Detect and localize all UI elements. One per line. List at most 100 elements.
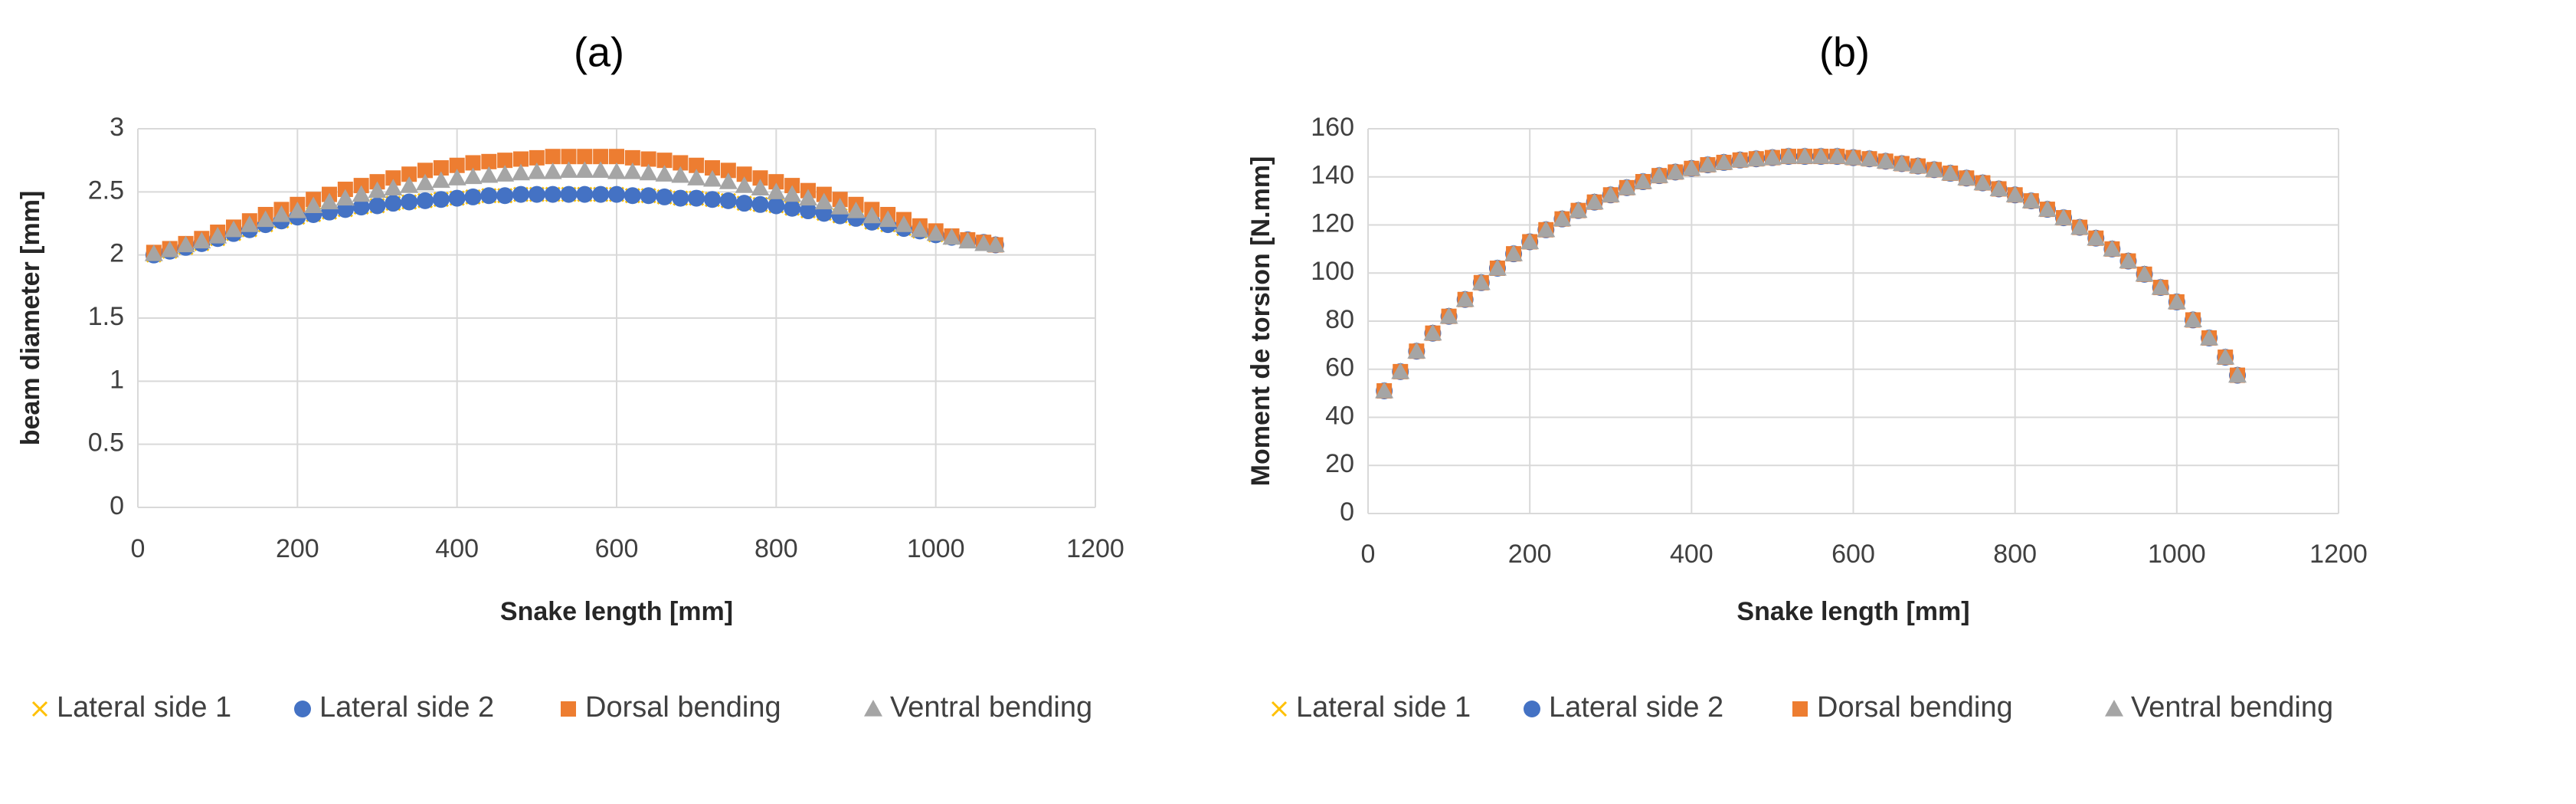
data-point	[751, 195, 769, 213]
x-tick-label: 1200	[2309, 540, 2368, 569]
legend-marker	[864, 700, 882, 717]
data-point	[240, 215, 259, 232]
data-point	[720, 162, 736, 179]
data-point	[656, 188, 673, 205]
data-point	[431, 171, 450, 189]
x-tick-label: 600	[1831, 540, 1875, 569]
x-tick-label: 400	[435, 534, 479, 563]
data-point	[256, 210, 275, 228]
data-point	[624, 187, 641, 205]
y-tick-label: 0.5	[88, 428, 124, 458]
data-point	[1844, 148, 1863, 166]
legend-label: Lateral side 1	[1296, 691, 1471, 724]
data-point	[1779, 147, 1799, 164]
data-point	[592, 185, 610, 203]
data-point	[160, 241, 179, 258]
data-point	[591, 161, 610, 178]
chart-a: (a) 0 0.5 1 1.5 2 2.5 3 0 200 400 600 800 1000 1200 Sna…	[16, 29, 1124, 724]
data-point	[401, 166, 417, 182]
data-point	[655, 165, 674, 182]
data-point	[1925, 160, 1944, 177]
data-point	[1795, 147, 1815, 164]
x-tick-label: 0	[131, 534, 146, 563]
data-point	[463, 167, 483, 185]
data-point	[1989, 179, 2008, 197]
y-axis-title: Moment de torsion [N.mm]	[1246, 156, 1275, 487]
data-point	[768, 174, 784, 190]
data-point	[320, 192, 339, 210]
data-point	[576, 185, 594, 203]
data-point	[1908, 156, 1927, 174]
data-point	[784, 199, 801, 217]
data-point	[464, 188, 482, 205]
data-point	[958, 231, 977, 249]
data-point	[512, 163, 530, 181]
y-tick-label: 140	[1311, 161, 1354, 190]
data-point	[1553, 209, 1572, 227]
data-point	[2135, 264, 2154, 282]
chart-title: (b)	[1819, 29, 1870, 75]
data-point	[1714, 153, 1733, 170]
data-point	[432, 191, 450, 208]
x-tick-label: 400	[1670, 540, 1714, 569]
data-point	[656, 153, 673, 169]
data-point	[639, 163, 658, 181]
data-point	[2167, 292, 2186, 310]
data-point	[640, 151, 656, 167]
data-point	[176, 235, 195, 253]
data-point	[543, 162, 562, 179]
data-point	[768, 197, 785, 215]
data-point	[705, 160, 720, 176]
data-point	[623, 162, 642, 179]
data-point	[417, 162, 433, 179]
data-point	[496, 187, 514, 205]
data-point	[1504, 244, 1524, 261]
data-point	[401, 193, 418, 211]
data-point	[814, 192, 833, 210]
chart-title: (a)	[574, 29, 624, 75]
data-point	[1957, 169, 1976, 185]
data-point	[1391, 362, 1410, 379]
data-point	[672, 189, 689, 207]
data-point	[561, 149, 577, 165]
data-point	[1407, 342, 1426, 359]
data-point	[272, 205, 291, 222]
legend-label: Lateral side 2	[319, 691, 494, 724]
x-tick-label: 0	[1361, 540, 1376, 569]
data-point	[1439, 307, 1458, 324]
x-tick-label: 1000	[907, 534, 965, 563]
data-point	[1585, 192, 1604, 210]
chart-b: (b) 0 20 40 60 80 100 120 140 160 0 200 400 600 800 100…	[1246, 29, 2368, 724]
data-point	[384, 179, 403, 195]
data-point	[735, 195, 753, 212]
data-point	[447, 169, 466, 185]
data-point	[624, 149, 640, 166]
data-point	[735, 176, 754, 193]
data-point	[575, 161, 594, 178]
data-point	[846, 202, 866, 218]
data-point	[718, 172, 738, 189]
data-point	[2005, 185, 2024, 202]
legend-marker	[1271, 701, 1288, 717]
data-point	[449, 157, 465, 173]
data-point	[1666, 162, 1685, 180]
data-point	[2228, 366, 2247, 383]
y-tick-label: 0	[1340, 497, 1354, 527]
data-point	[480, 187, 498, 205]
data-point	[751, 179, 770, 195]
y-tick-label: 1	[110, 365, 124, 394]
legend-marker	[294, 701, 311, 717]
x-tick-label: 200	[1508, 540, 1552, 569]
data-point	[545, 149, 561, 165]
legend-label: Dorsal bending	[585, 691, 781, 724]
y-tick-label: 100	[1311, 257, 1354, 286]
data-point	[736, 166, 752, 182]
data-point	[2200, 328, 2219, 346]
data-point	[688, 189, 705, 207]
data-point	[527, 162, 546, 179]
y-axis-title: beam diameter [mm]	[16, 191, 45, 446]
legend-marker	[1524, 701, 1540, 717]
data-point	[862, 206, 882, 224]
data-point	[497, 153, 513, 169]
data-point	[1860, 149, 1879, 166]
